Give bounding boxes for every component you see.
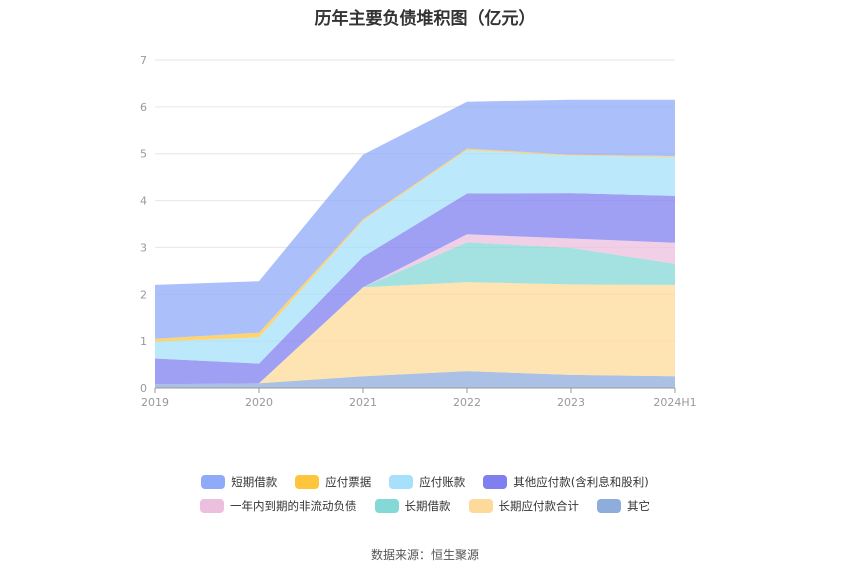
- x-tick-label: 2024H1: [653, 396, 696, 409]
- x-tick-label: 2020: [245, 396, 273, 409]
- legend-item[interactable]: 长期借款: [374, 498, 451, 514]
- area-series-2: [155, 242, 675, 385]
- legend-swatch: [374, 499, 399, 513]
- y-tick-label: 4: [140, 195, 147, 208]
- legend-swatch: [389, 475, 414, 489]
- legend-label: 其他应付款(含利息和股利): [513, 475, 649, 489]
- y-tick-label: 7: [140, 54, 147, 67]
- legend-swatch: [483, 475, 508, 489]
- area-series-0: [155, 371, 675, 388]
- x-tick-label: 2021: [349, 396, 377, 409]
- legend-label: 其它: [627, 499, 650, 513]
- area-series: [155, 99, 675, 388]
- area-series-3: [155, 234, 675, 385]
- legend-swatch: [597, 499, 621, 513]
- legend-swatch: [295, 475, 320, 489]
- area-series-7: [155, 99, 675, 339]
- y-tick-label: 0: [140, 382, 147, 395]
- y-tick-label: 5: [140, 148, 147, 161]
- legend-swatch: [201, 475, 226, 489]
- legend-label: 应付账款: [419, 475, 466, 489]
- legend-row-1: 短期借款 应付票据 应付账款 其他应付款(含利息和股利): [0, 474, 850, 490]
- y-tick-label: 2: [140, 288, 147, 301]
- legend-item[interactable]: 其他应付款(含利息和股利): [483, 474, 649, 490]
- x-tick-label: 2019: [141, 396, 169, 409]
- x-tick-label: 2023: [557, 396, 585, 409]
- chart-title: 历年主要负债堆积图（亿元）: [314, 9, 536, 29]
- legend-label: 短期借款: [231, 475, 278, 489]
- legend-swatch: [200, 499, 224, 513]
- y-tick-label: 6: [140, 101, 147, 114]
- legend-label: 长期借款: [404, 499, 451, 513]
- legend-item[interactable]: 应付账款: [389, 474, 465, 490]
- legend-item[interactable]: 短期借款: [201, 474, 277, 490]
- legend-swatch: [468, 499, 493, 513]
- data-source: 数据来源：恒生聚源: [370, 548, 479, 562]
- legend-item[interactable]: 其它: [597, 498, 650, 514]
- legend-label: 一年内到期的非流动负债: [230, 499, 357, 513]
- legend-item[interactable]: 一年内到期的非流动负债: [200, 498, 357, 514]
- legend-item[interactable]: 应付票据: [295, 474, 371, 490]
- area-series-4: [155, 193, 675, 385]
- legend-label: 长期应付款合计: [498, 499, 580, 513]
- legend-item[interactable]: 长期应付款合计: [468, 498, 580, 514]
- area-series-5: [155, 150, 675, 364]
- y-tick-label: 1: [140, 335, 147, 348]
- legend-row-2: 一年内到期的非流动负债 长期借款 长期应付款合计 其它: [0, 498, 850, 514]
- x-tick-label: 2022: [453, 396, 481, 409]
- legend-label: 应付票据: [325, 475, 372, 489]
- axes: 0 1 2 3 4 5 6 7 2019 2020 2021 2022 2023 2024H1: [140, 54, 697, 409]
- y-tick-label: 3: [140, 241, 147, 254]
- area-series-1: [155, 282, 675, 385]
